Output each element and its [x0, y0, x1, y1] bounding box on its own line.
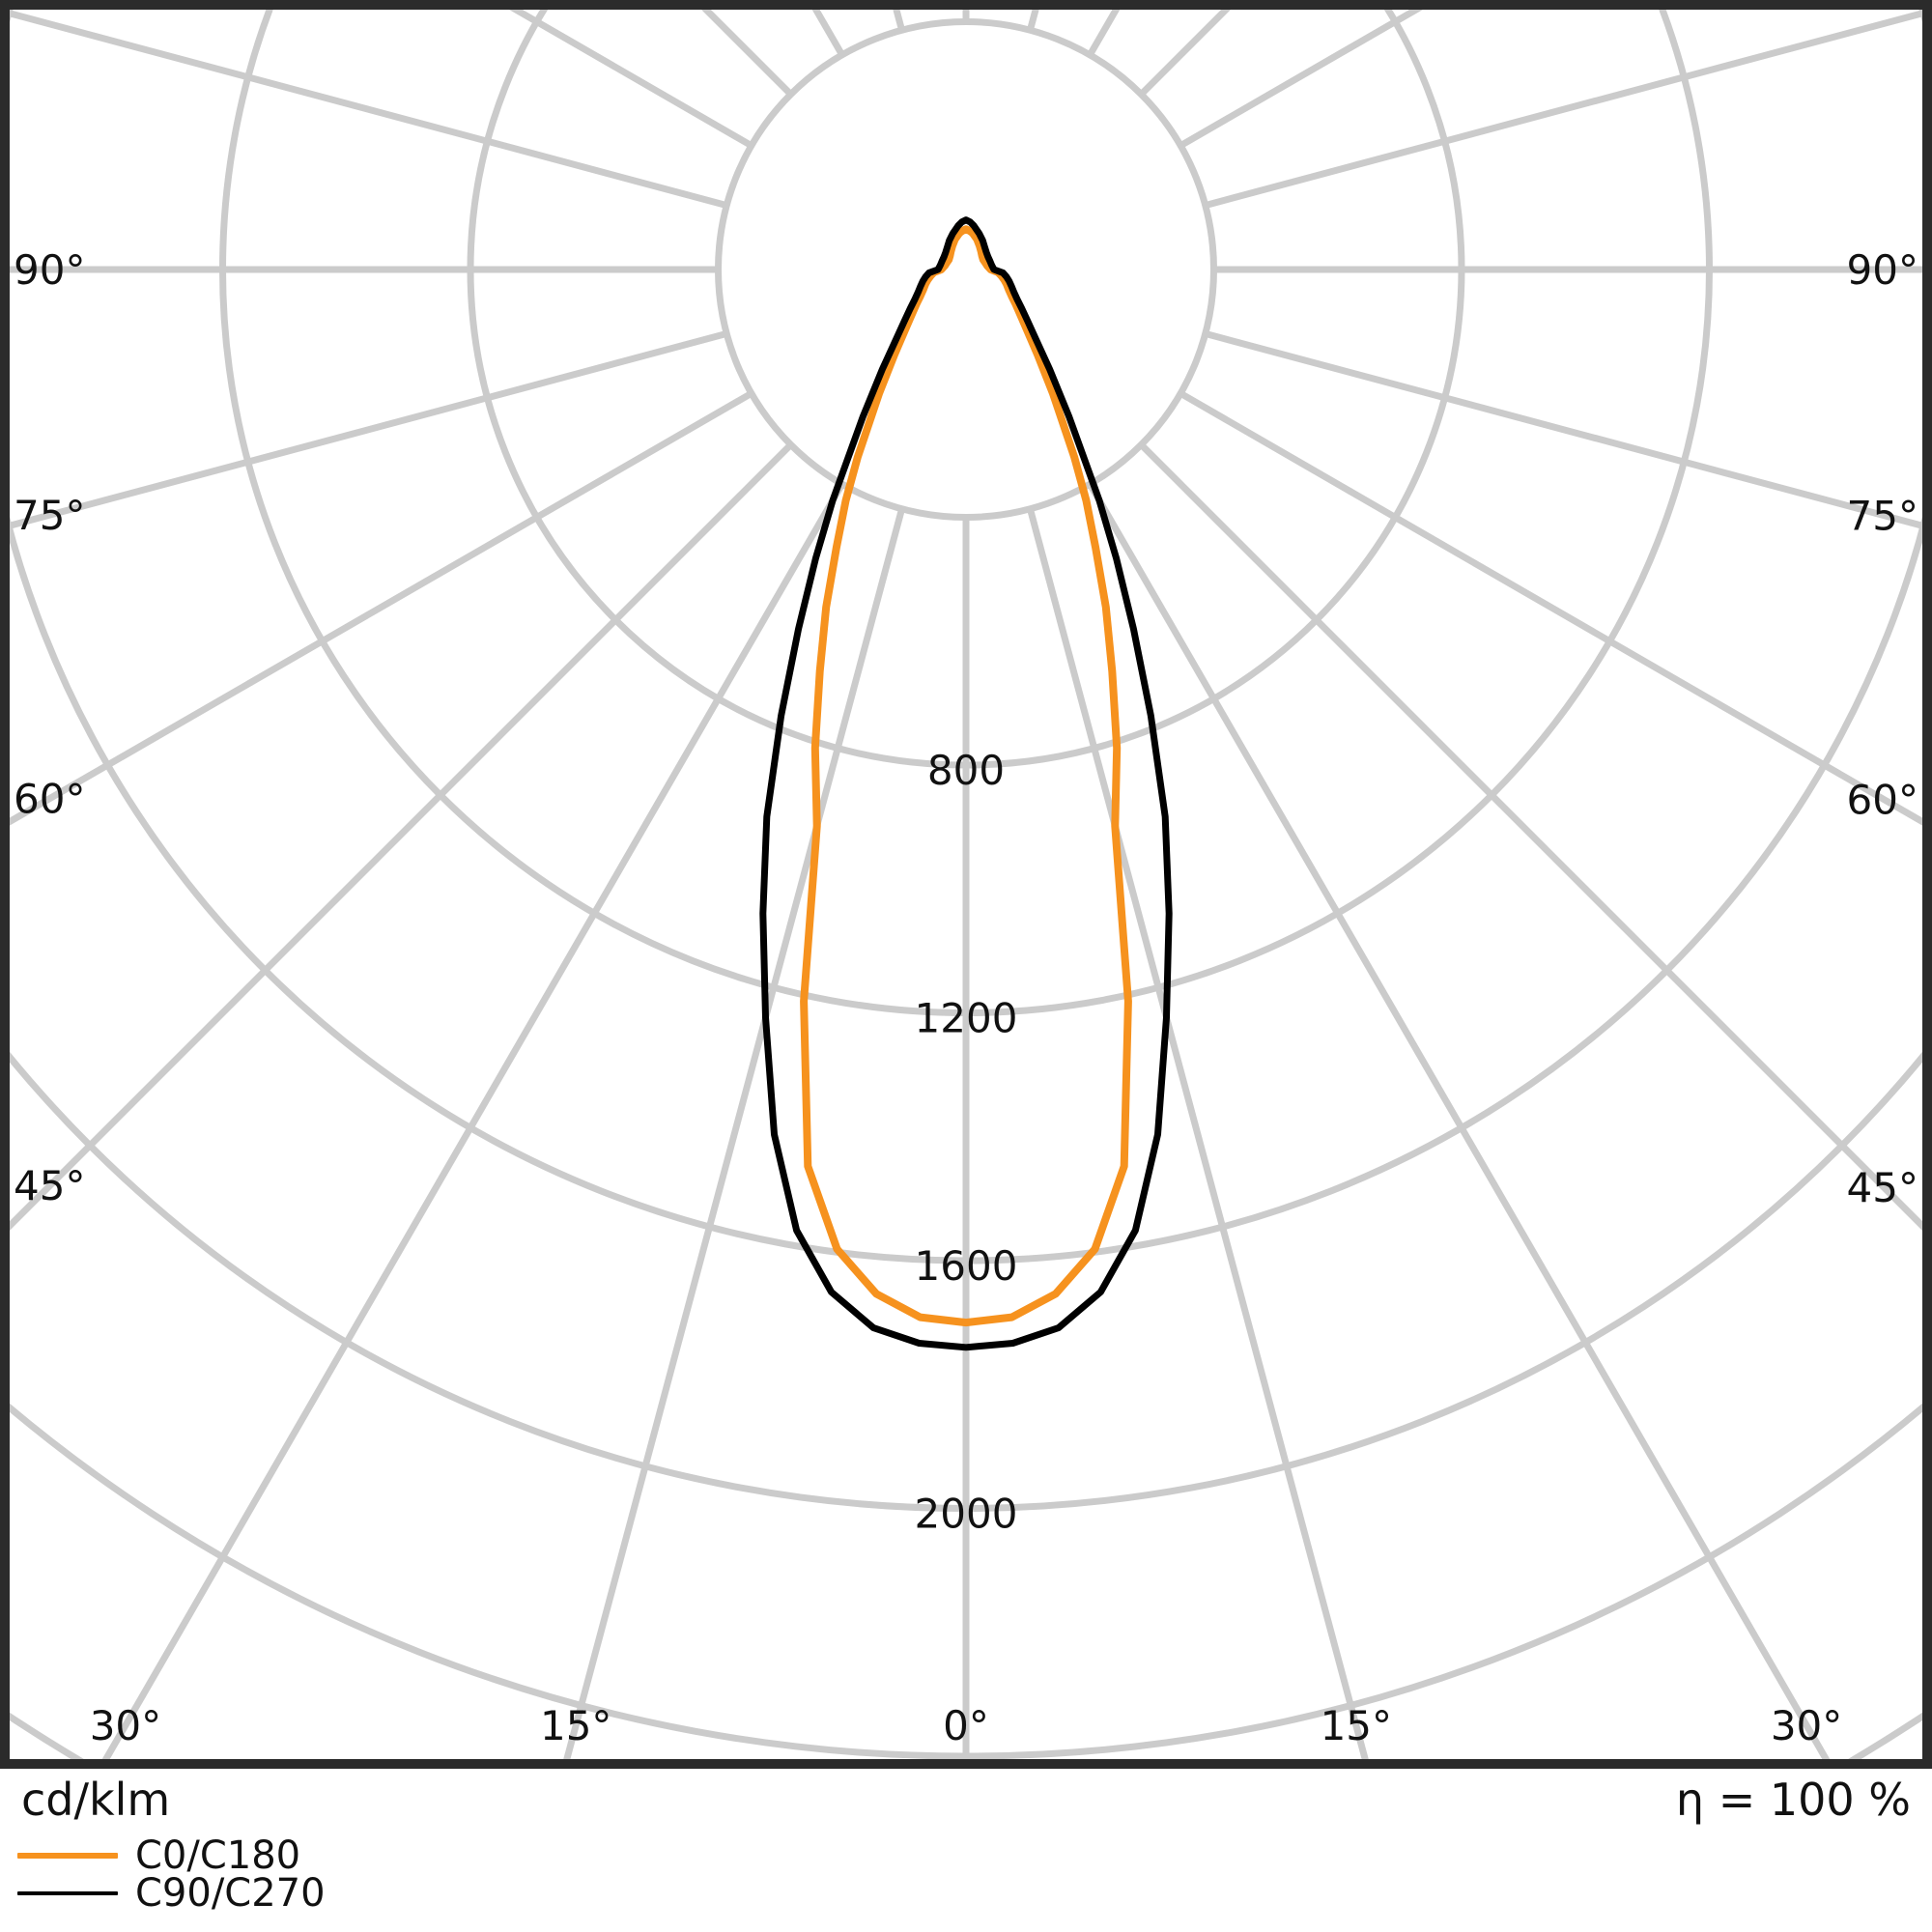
- angle-grid-line: [563, 507, 905, 1759]
- legend-item-c90-c270: C90/C270: [17, 1870, 326, 1916]
- angle-grid-line: [1179, 390, 1922, 826]
- axis-labels: 800 1200 1600 2000 90° 75° 60° 45° 90° 75° 60° 45° 3…: [14, 246, 1918, 1749]
- angle-grid-line: [1138, 10, 1231, 98]
- angle-grid-line: [1138, 441, 1922, 1231]
- angle-grid-line: [101, 482, 845, 1759]
- radial-tick-label: 800: [927, 747, 1005, 794]
- angle-label-bottom: 30°: [90, 1702, 161, 1749]
- angle-grid-line: [1204, 10, 1922, 209]
- legend: C0/C180 C90/C270: [17, 1833, 326, 1916]
- radial-tick-label: 1200: [915, 995, 1018, 1042]
- angle-grid-line: [1204, 330, 1922, 529]
- angle-label-right: 75°: [1847, 493, 1918, 540]
- angle-grid-line: [10, 10, 728, 209]
- angle-label-right: 45°: [1847, 1164, 1918, 1211]
- intensity-curves: [759, 216, 1173, 1351]
- efficiency-label: η = 100 %: [1675, 1774, 1911, 1826]
- angle-grid-line: [509, 10, 753, 149]
- radial-tick-label: 1600: [915, 1242, 1018, 1290]
- plot-frame: [0, 0, 1932, 1769]
- angle-grid-line: [1027, 507, 1369, 1759]
- angle-label-bottom: 0°: [943, 1702, 989, 1749]
- angle-grid-line: [10, 330, 728, 529]
- legend-line-c0-c180-icon: [17, 1852, 118, 1859]
- angle-label-bottom: 15°: [1321, 1702, 1392, 1749]
- legend-label-c90-c270: C90/C270: [135, 1870, 326, 1916]
- angle-label-left: 90°: [14, 246, 85, 294]
- angle-label-bottom: 15°: [540, 1702, 611, 1749]
- radial-tick-label: 2000: [915, 1491, 1018, 1538]
- angle-grid-line: [1179, 10, 1423, 149]
- angle-grid-line: [10, 441, 794, 1231]
- units-label: cd/klm: [21, 1774, 171, 1826]
- angle-grid-line: [1087, 482, 1831, 1759]
- angle-label-right: 90°: [1847, 246, 1918, 294]
- angle-grid-line: [10, 390, 753, 826]
- legend-item-c0-c180: C0/C180: [17, 1833, 326, 1878]
- angle-label-left: 60°: [14, 775, 85, 822]
- grid-circle: [715, 18, 1217, 521]
- angle-label-left: 45°: [14, 1162, 85, 1209]
- angle-label-right: 60°: [1847, 776, 1918, 823]
- angle-grid-line: [701, 10, 794, 98]
- angle-label-left: 75°: [14, 492, 85, 539]
- curve-c90-c270: [759, 216, 1173, 1351]
- legend-line-c90-c270-icon: [17, 1890, 118, 1895]
- angle-label-bottom: 30°: [1771, 1702, 1842, 1749]
- legend-label-c0-c180: C0/C180: [135, 1833, 301, 1878]
